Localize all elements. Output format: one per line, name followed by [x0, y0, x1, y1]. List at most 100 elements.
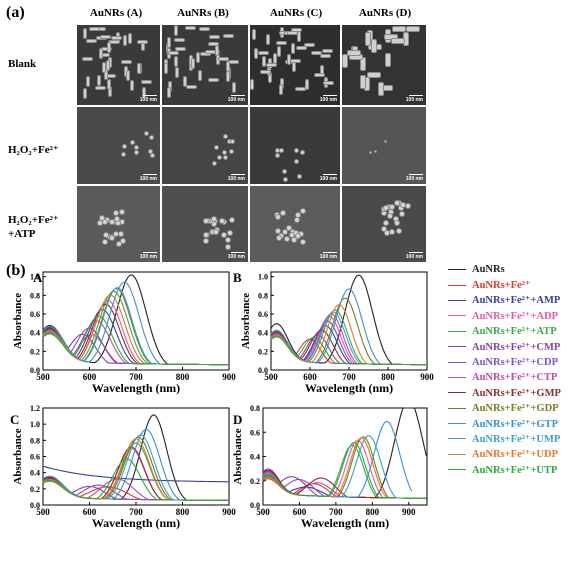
- sem-image: 100 nm: [250, 25, 340, 105]
- legend-label: AuNRs+Fe²⁺+UDP: [472, 449, 558, 461]
- y-tick-label: 0.8: [30, 291, 40, 300]
- legend-label: AuNRs+Fe²⁺+CMP: [472, 341, 561, 353]
- legend-label: AuNRs+Fe²⁺+ADP: [472, 310, 558, 322]
- x-axis-label: Wavelength (nm): [301, 516, 389, 530]
- legend-swatch: [448, 269, 466, 271]
- y-tick-label: 0.8: [30, 436, 40, 445]
- legend-swatch: [448, 376, 466, 378]
- legend-swatch: [448, 361, 466, 363]
- column-header-a: AuNRs (A): [89, 7, 143, 19]
- plot-frame: [42, 271, 230, 371]
- scale-bar: 100 nm: [405, 254, 423, 260]
- x-tick-label: 500: [36, 372, 50, 382]
- legend-swatch: [448, 284, 466, 286]
- y-tick-label: 1.0: [258, 273, 268, 282]
- scale-bar: 100 nm: [227, 176, 245, 182]
- legend-entry: AuNRs+Fe²⁺: [448, 277, 561, 292]
- scale-bar: 100 nm: [405, 97, 423, 103]
- y-tick-label: 0.6: [30, 453, 40, 462]
- chart-panel-letter: C: [10, 412, 19, 427]
- row-label-blank: Blank: [8, 58, 37, 70]
- spectrum-line: [270, 336, 427, 366]
- x-tick-label: 800: [176, 372, 190, 382]
- y-tick-label: 0.6: [30, 310, 40, 319]
- y-tick-label: 1.0: [30, 420, 40, 429]
- y-tick-label: 0.2: [30, 347, 40, 356]
- spectrum-line: [42, 320, 229, 366]
- legend-entry: AuNRs+Fe²⁺+UDP: [448, 447, 561, 462]
- legend-entry: AuNRs+Fe²⁺+CTP: [448, 370, 561, 385]
- x-tick-label: 500: [256, 507, 270, 517]
- x-tick-label: 900: [420, 372, 434, 382]
- scale-bar: 100 nm: [139, 254, 157, 260]
- column-header-d: AuNRs (D): [358, 7, 412, 19]
- legend-swatch: [448, 438, 466, 440]
- legend-entry: AuNRs+Fe²⁺+CDP: [448, 354, 561, 369]
- y-tick-label: 0.2: [30, 485, 40, 494]
- legend-label: AuNRs+Fe²⁺: [472, 280, 531, 292]
- sem-image: 100 nm: [342, 186, 426, 262]
- legend-label: AuNRs+Fe²⁺+GDP: [472, 403, 559, 415]
- legend-swatch: [448, 407, 466, 409]
- sem-image: 100 nm: [162, 107, 248, 184]
- x-tick-label: 700: [342, 372, 356, 382]
- y-tick-label: 1.0: [30, 273, 40, 282]
- sem-image: 100 nm: [77, 107, 160, 184]
- y-tick-label: 1.2: [30, 404, 40, 413]
- spectrum-line: [42, 458, 229, 501]
- x-tick-label: 900: [402, 507, 416, 517]
- y-tick-label: 0.2: [258, 347, 268, 356]
- y-tick-label: 0.4: [30, 329, 40, 338]
- chart-panel-letter: B: [233, 270, 242, 285]
- y-tick-label: 0.0: [250, 501, 260, 510]
- x-axis-label: Wavelength (nm): [92, 381, 180, 395]
- legend-entry: AuNRs+Fe²⁺+GMP: [448, 385, 561, 400]
- panel-b-label: (b): [6, 262, 26, 279]
- legend-entry: AuNRs+Fe²⁺+GTP: [448, 416, 561, 431]
- legend-label: AuNRs+Fe²⁺+AMP: [472, 295, 561, 307]
- spectrum-line: [262, 435, 427, 499]
- column-header-c: AuNRs (C): [269, 7, 323, 19]
- chart-panel-letter: A: [33, 270, 43, 285]
- legend-entry: AuNRs+Fe²⁺+CMP: [448, 339, 561, 354]
- x-tick-label: 500: [36, 507, 50, 517]
- legend-label: AuNRs+Fe²⁺+UMP: [472, 433, 561, 445]
- x-tick-label: 900: [222, 372, 236, 382]
- y-tick-label: 0.0: [258, 366, 268, 375]
- legend-entry: AuNRs+Fe²⁺+UMP: [448, 431, 561, 446]
- y-tick-label: 0.4: [250, 453, 260, 462]
- x-axis-label: Wavelength (nm): [305, 381, 393, 395]
- y-axis-label: Absorbance: [240, 293, 252, 349]
- legend-label: AuNRs+Fe²⁺+ATP: [472, 326, 557, 338]
- y-tick-label: 0.0: [30, 366, 40, 375]
- legend-swatch: [448, 330, 466, 332]
- x-tick-label: 700: [129, 372, 143, 382]
- sem-image: 100 nm: [77, 25, 160, 105]
- x-tick-label: 500: [264, 372, 278, 382]
- spectrum-line: [262, 439, 427, 499]
- x-tick-label: 700: [329, 507, 343, 517]
- scale-bar: 100 nm: [139, 176, 157, 182]
- x-tick-label: 600: [303, 372, 317, 382]
- spectrum-line: [262, 442, 427, 499]
- legend-entry: AuNRs+Fe²⁺+ATP: [448, 324, 561, 339]
- spectrum-line: [42, 465, 229, 483]
- column-header-b: AuNRs (B): [177, 7, 229, 19]
- legend-label: AuNRs+Fe²⁺+CTP: [472, 372, 558, 384]
- legend: AuNRs AuNRs+Fe²⁺ AuNRs+Fe²⁺+AMP AuNRs+Fe²⁺+…: [448, 262, 561, 477]
- legend-swatch: [448, 346, 466, 348]
- scale-bar: 100 nm: [319, 254, 337, 260]
- scale-bar: 100 nm: [227, 97, 245, 103]
- row-label-h2o2-fe-atp-sub: +ATP: [8, 228, 36, 240]
- sem-image: 100 nm: [342, 25, 426, 105]
- legend-entry: AuNRs: [448, 262, 561, 277]
- sem-image: 100 nm: [162, 186, 248, 262]
- legend-label: AuNRs+Fe²⁺+UTP: [472, 464, 558, 476]
- legend-entry: AuNRs+Fe²⁺+UTP: [448, 462, 561, 477]
- legend-label: AuNRs+Fe²⁺+CDP: [472, 357, 558, 369]
- scale-bar: 100 nm: [319, 97, 337, 103]
- x-tick-label: 600: [83, 507, 97, 517]
- x-tick-label: 600: [293, 507, 307, 517]
- y-tick-label: 0.2: [250, 477, 260, 486]
